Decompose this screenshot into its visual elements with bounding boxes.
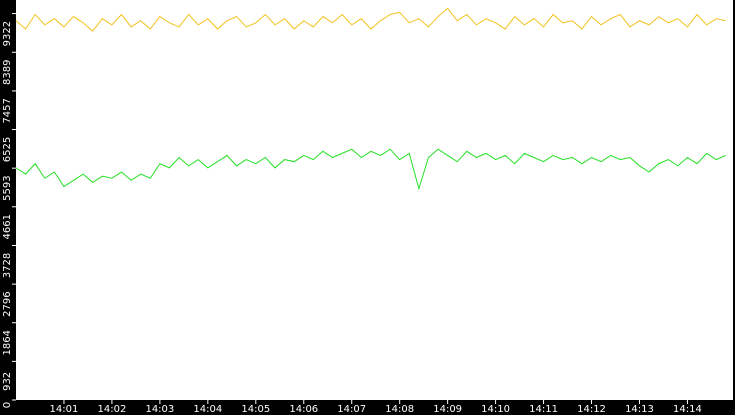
x-tick-label: 14:01	[50, 404, 79, 415]
plot-area	[16, 0, 733, 400]
y-tick-label: 2796	[2, 291, 13, 316]
x-tick-label: 14:08	[385, 404, 414, 415]
x-tick-label: 14:03	[145, 404, 174, 415]
x-tick-label: 14:07	[337, 404, 366, 415]
x-tick-label: 14:04	[193, 404, 222, 415]
x-tick-label: 14:06	[289, 404, 318, 415]
y-tick-label: 7457	[2, 98, 13, 123]
x-tick-label: 14:02	[98, 404, 127, 415]
y-tick-label: 8389	[2, 60, 13, 85]
y-tick-label: 932	[2, 372, 13, 391]
y-tick-label: 4661	[2, 214, 13, 239]
x-tick-label: 14:10	[481, 404, 510, 415]
x-tick-label: 14:12	[577, 404, 606, 415]
x-tick-label: 14:11	[529, 404, 558, 415]
series-line	[15, 148, 727, 191]
x-tick-label: 14:05	[241, 404, 270, 415]
y-tick-label: 6525	[2, 137, 13, 162]
x-tick-label: 14:14	[673, 404, 702, 415]
y-tick-label: 0	[2, 402, 13, 408]
y-tick-label: 3728	[2, 253, 13, 278]
x-tick-label: 14:09	[433, 404, 462, 415]
y-tick-label: 9322	[2, 21, 13, 46]
series-line	[15, 7, 726, 32]
y-tick-label: 5593	[2, 175, 13, 200]
y-tick-label: 1864	[2, 330, 13, 355]
x-tick-label: 14:13	[625, 404, 654, 415]
